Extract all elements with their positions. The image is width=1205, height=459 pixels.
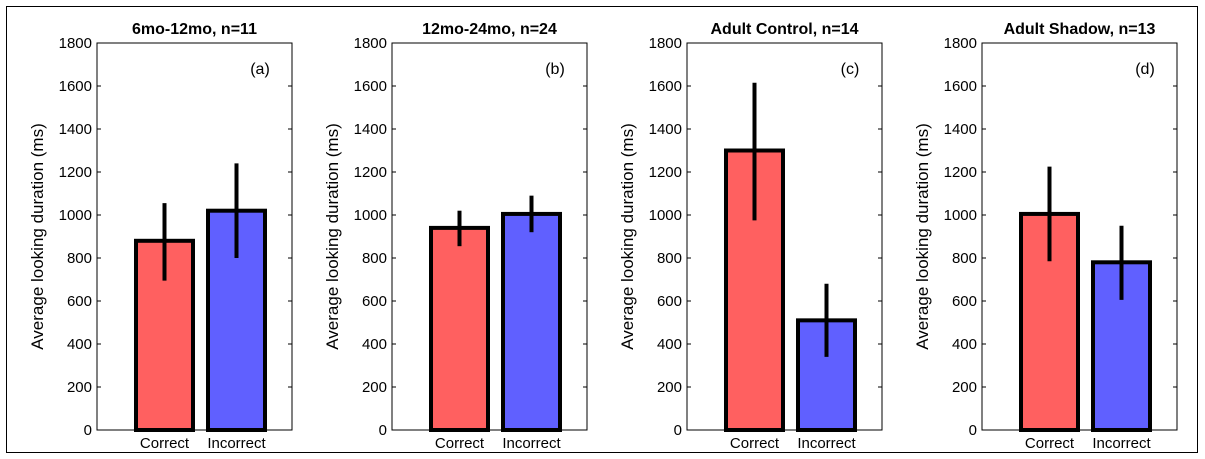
y-tick-label: 0 (674, 422, 682, 439)
y-tick-label: 800 (362, 250, 387, 267)
chart-panel-1: 0 200 400 600 800 1000 1200 1400 1600 1800 Average… (28, 21, 293, 452)
bar-correct (429, 225, 490, 432)
y-tick-label: 1000 (649, 207, 682, 224)
x-tick-label: Correct (1025, 435, 1075, 452)
y-tick-label: 1400 (59, 121, 92, 138)
y-tick-label: 0 (969, 422, 977, 439)
y-tick-label: 800 (67, 250, 92, 267)
figure-frame (6, 6, 1198, 453)
y-tick-label: 200 (952, 379, 977, 396)
y-tick-label: 400 (657, 336, 682, 353)
x-tick-label: Incorrect (502, 435, 561, 452)
y-tick-label: 1600 (354, 78, 387, 95)
x-tick-label: Incorrect (1092, 435, 1151, 452)
panel-label: (c) (841, 61, 860, 78)
x-tick-label: Incorrect (207, 435, 266, 452)
y-tick-label: 0 (379, 422, 387, 439)
y-tick-label: 1200 (59, 164, 92, 181)
y-tick-label: 200 (67, 379, 92, 396)
y-axis-label: Average looking duration (ms) (913, 123, 932, 349)
y-tick-label: 1400 (354, 121, 387, 138)
y-tick-label: 600 (952, 293, 977, 310)
y-tick-label: 1000 (944, 207, 977, 224)
y-tick-label: 1600 (59, 78, 92, 95)
y-tick-label: 1800 (354, 35, 387, 52)
x-tick-label: Correct (140, 435, 190, 452)
y-tick-label: 1000 (354, 207, 387, 224)
bar-correct (134, 238, 195, 432)
y-tick-label: 600 (657, 293, 682, 310)
y-tick-label: 600 (67, 293, 92, 310)
chart-panel-3: 0 200 400 600 800 1000 1200 1400 1600 1800 Average… (618, 21, 883, 452)
y-tick-label: 200 (657, 379, 682, 396)
y-tick-label: 1200 (649, 164, 682, 181)
y-tick-label: 1800 (59, 35, 92, 52)
panel-title: Adult Control, n=14 (711, 21, 859, 38)
y-tick-label: 1600 (944, 78, 977, 95)
y-tick-label: 600 (362, 293, 387, 310)
y-tick-label: 800 (952, 250, 977, 267)
y-tick-label: 400 (952, 336, 977, 353)
y-tick-label: 800 (657, 250, 682, 267)
x-tick-label: Correct (435, 435, 485, 452)
bar-incorrect (501, 211, 562, 432)
y-tick-label: 1800 (649, 35, 682, 52)
y-tick-label: 1400 (944, 121, 977, 138)
panel-label: (a) (250, 61, 270, 78)
panel-title: 6mo-12mo, n=11 (132, 21, 257, 38)
y-tick-label: 0 (84, 422, 92, 439)
panel-title: 12mo-24mo, n=24 (422, 21, 557, 38)
panel-title: Adult Shadow, n=13 (1004, 21, 1156, 38)
chart-panel-4: 0 200 400 600 800 1000 1200 1400 1600 1800 Average… (913, 21, 1178, 452)
y-axis-label: Average looking duration (ms) (323, 123, 342, 349)
y-tick-label: 1200 (354, 164, 387, 181)
y-tick-label: 1000 (59, 207, 92, 224)
chart-panel-2: 0 200 400 600 800 1000 1200 1400 1600 1800 Average… (323, 21, 588, 452)
x-tick-label: Correct (730, 435, 780, 452)
y-tick-label: 400 (362, 336, 387, 353)
y-tick-label: 1800 (944, 35, 977, 52)
bar-correct (1019, 211, 1080, 432)
y-tick-label: 200 (362, 379, 387, 396)
y-tick-label: 1200 (944, 164, 977, 181)
y-axis-label: Average looking duration (ms) (618, 123, 637, 349)
y-axis-label: Average looking duration (ms) (28, 123, 47, 349)
y-tick-label: 1400 (649, 121, 682, 138)
y-tick-label: 400 (67, 336, 92, 353)
panel-label: (d) (1135, 61, 1155, 78)
y-tick-label: 1600 (649, 78, 682, 95)
x-tick-label: Incorrect (797, 435, 856, 452)
panel-label: (b) (545, 61, 565, 78)
